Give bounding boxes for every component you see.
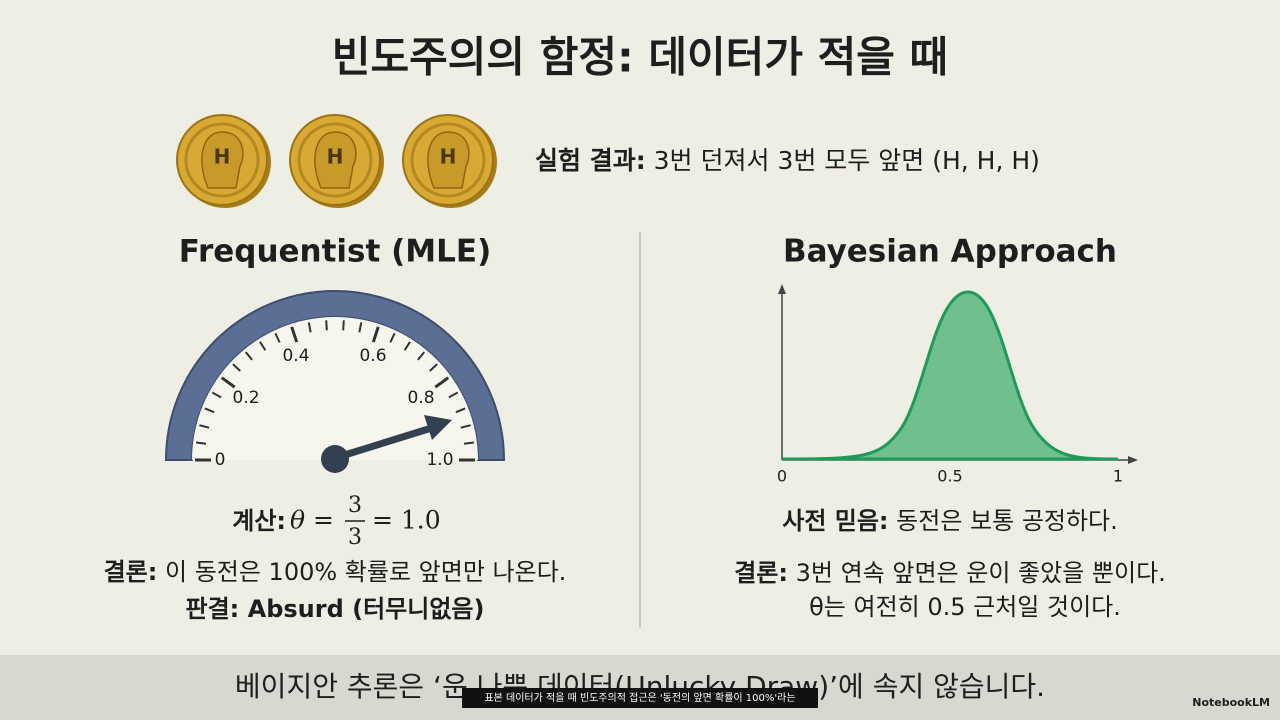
gauge-tick (232, 363, 241, 372)
bayes-conclusion-line: 3번 연속 앞면은 운이 좋았을 뿐이다. (796, 559, 1166, 587)
gauge-tick (463, 441, 475, 445)
gauge-tick (403, 341, 411, 351)
gauge-label: 0.8 (407, 388, 434, 408)
gauge-tick (389, 332, 396, 343)
coin-ring (410, 122, 486, 198)
subtitle-overlay: 표본 데이터가 적을 때 빈도주의적 접근은 '동전의 앞면 확률이 100%'… (484, 692, 795, 704)
gauge-tick (460, 424, 471, 429)
coin-profile (427, 131, 470, 189)
gauge-label: 0.2 (232, 388, 259, 408)
gauge-tick (325, 320, 328, 331)
coin-label: H (440, 145, 457, 169)
calc-numerator: 3 (348, 493, 362, 518)
posterior-curve (781, 290, 1119, 461)
prior-label: 사전 믿음: (782, 507, 888, 535)
experiment-detail: 3번 던져서 3번 모두 앞면 (H, H, H) (654, 146, 1040, 175)
axis-labels: 0 0.5 1 (777, 467, 1123, 486)
verdict-text: Absurd (터무니없음) (248, 595, 485, 623)
coin-profile (314, 131, 357, 189)
gauge-face (192, 317, 478, 460)
coin-profile (201, 131, 244, 189)
coin-ring (184, 122, 260, 198)
gauge-label: 0 (215, 450, 226, 470)
gauge-tick (455, 407, 466, 414)
experiment-text: 실험 결과: 3번 던져서 3번 모두 앞면 (H, H, H) (535, 146, 1040, 175)
gauge-tick (211, 391, 222, 399)
gauge-label: 0.6 (359, 346, 386, 366)
gauge-needle (333, 422, 440, 462)
gauge-label: 0.4 (282, 346, 309, 366)
calc-denominator: 3 (348, 525, 362, 550)
gauge-tick (220, 376, 236, 389)
gauge-tick (244, 351, 253, 361)
verdict: 판결: Absurd (터무니없음) (186, 595, 485, 623)
gauge-tick (429, 363, 438, 372)
prior: 사전 믿음: 동전은 보통 공정하다. (782, 507, 1118, 535)
y-arrow (778, 284, 786, 294)
gauge-tick (290, 326, 299, 343)
bayesian-heading: Bayesian Approach (783, 234, 1117, 270)
brand: NotebookLM (1192, 696, 1270, 709)
gauge-tick (342, 320, 345, 331)
gauge-tick (371, 326, 380, 343)
x-axis-label: 1 (1113, 467, 1123, 486)
frequentist-conclusion: 결론: 이 동전은 100% 확률로 앞면만 나온다. (104, 558, 567, 586)
gauge-tick (307, 322, 312, 333)
coin-label: H (214, 145, 231, 169)
experiment-label: 실험 결과: (535, 146, 646, 175)
coin-label: H (327, 145, 344, 169)
gauge-tick (204, 407, 215, 414)
conclusion-label: 결론: (104, 558, 158, 586)
bayes-conclusion-line: θ는 여전히 0.5 근처일 것이다. (809, 593, 1121, 621)
coin-ring (297, 122, 373, 198)
gauge-ticks (195, 320, 475, 462)
gauge-label: 1.0 (426, 450, 453, 470)
prior-text: 동전은 보통 공정하다. (896, 507, 1118, 535)
gauge-tick (274, 332, 281, 343)
subtitle-box (462, 688, 818, 708)
gauge-tick (448, 391, 459, 399)
gauge-tick (199, 424, 210, 429)
needle-hub (321, 445, 349, 473)
x-arrow (1128, 456, 1138, 464)
gauge-tick (434, 376, 450, 389)
calc-label: 계산: (232, 507, 286, 535)
gauge-labels: 0 0.2 0.4 0.6 0.8 1.0 (215, 346, 454, 470)
verdict-label: 판결: (186, 595, 240, 623)
title: 빈도주의의 함정: 데이터가 적을 때 (332, 33, 948, 82)
gauge-tick (358, 322, 363, 333)
gauge-tick (195, 441, 207, 445)
x-axis-label: 0.5 (937, 467, 962, 486)
conclusion-text: 이 동전은 100% 확률로 앞면만 나온다. (165, 558, 566, 586)
gauge-tick (259, 341, 267, 351)
frequentist-heading: Frequentist (MLE) (179, 234, 491, 270)
calc-rhs: = 1.0 (372, 506, 441, 535)
caption-band (0, 655, 1280, 720)
bayes-conclusion-label: 결론: (734, 559, 788, 587)
needle-tip (424, 415, 452, 440)
calc-lhs: θ = (290, 506, 334, 535)
gauge-tick (417, 351, 426, 361)
bayes-conclusion: 결론: 3번 연속 앞면은 운이 좋았을 뿐이다. (734, 559, 1166, 587)
x-axis-label: 0 (777, 467, 787, 486)
